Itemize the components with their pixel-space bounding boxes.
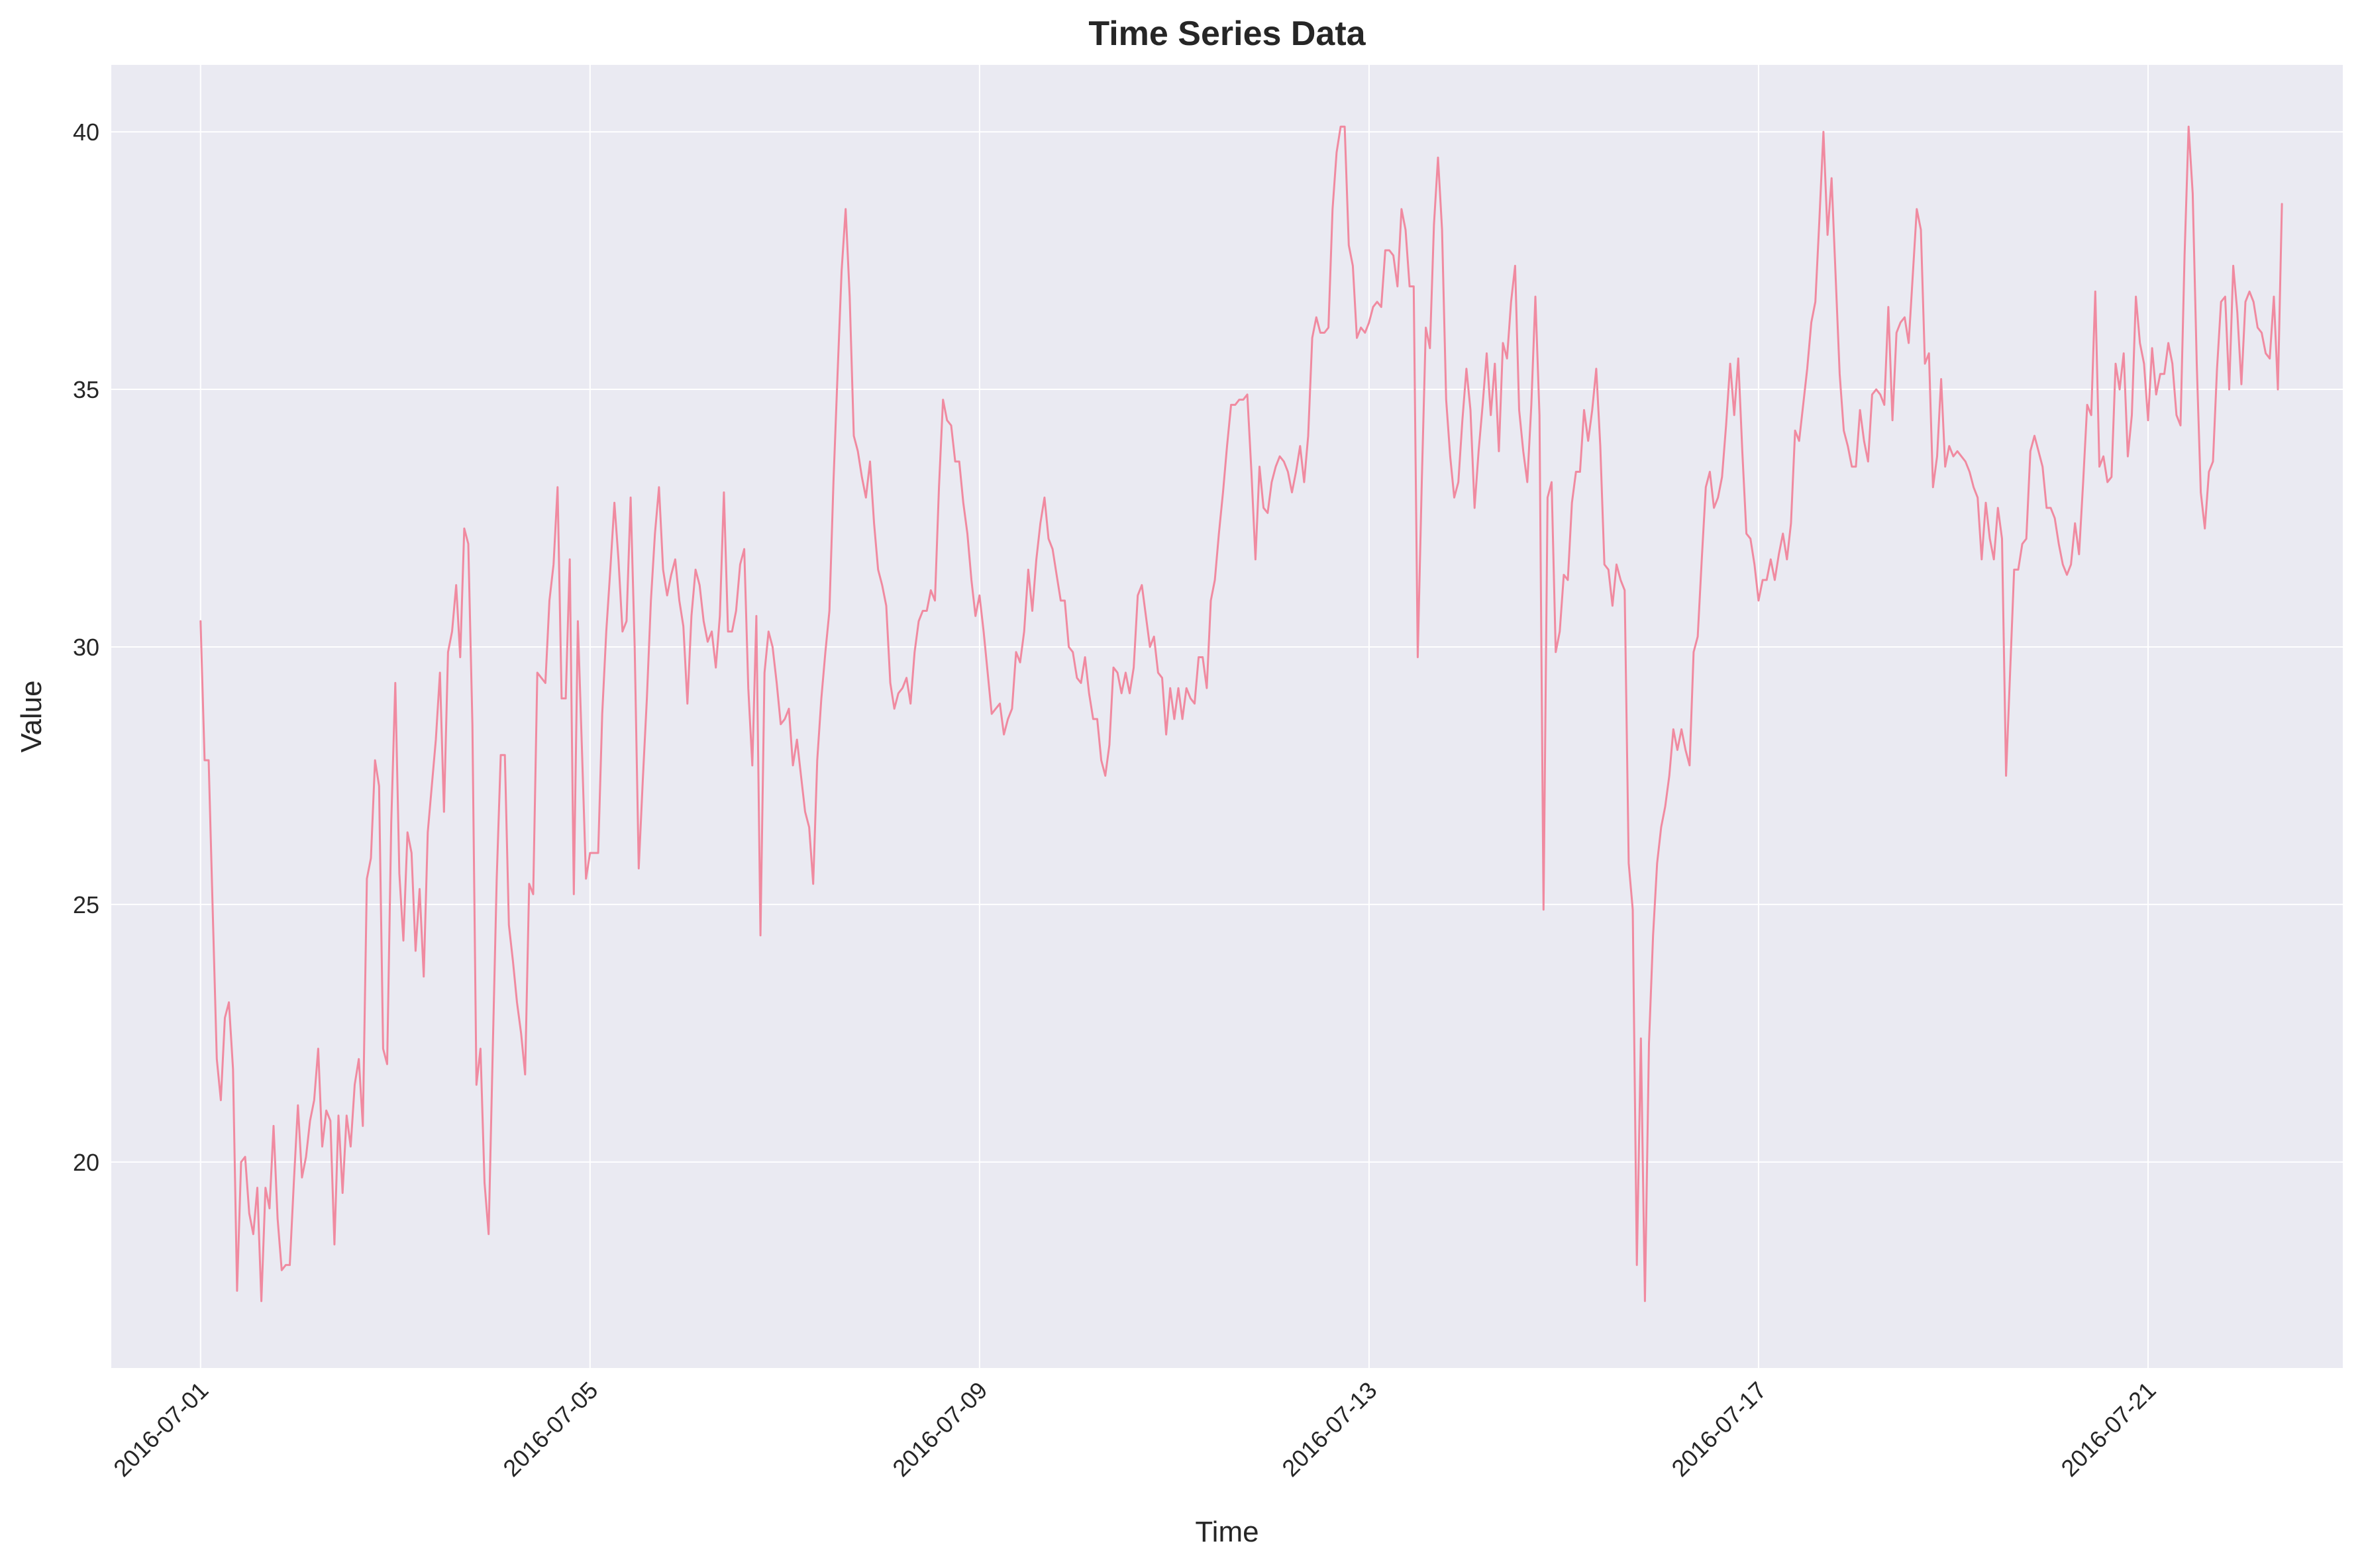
y-tick-label: 35: [73, 376, 99, 403]
series-line: [199, 125, 2283, 1302]
y-tick-label: 20: [73, 1149, 99, 1176]
x-axis-label: Time: [1195, 1516, 1259, 1548]
series-layer: [199, 125, 2283, 1302]
y-tick-label: 30: [73, 634, 99, 661]
y-axis-label: Value: [15, 680, 48, 752]
grid-lines: [111, 65, 2343, 1368]
y-tick-label: 25: [73, 891, 99, 918]
chart-title: Time Series Data: [1088, 15, 1366, 53]
y-tick-label: 40: [73, 119, 99, 146]
